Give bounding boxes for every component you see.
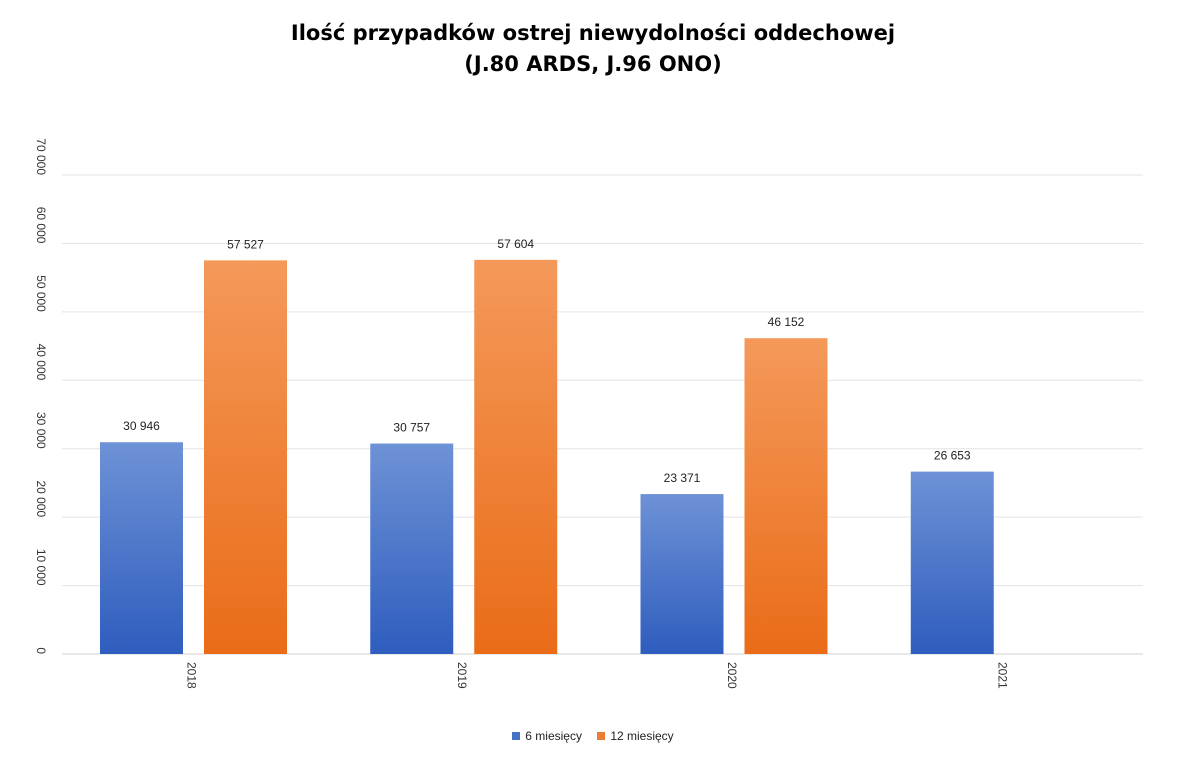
data-label: 23 371 xyxy=(664,471,701,485)
data-label: 26 653 xyxy=(934,449,971,463)
legend-swatch-orange xyxy=(597,732,606,740)
y-tick-label: 30 000 xyxy=(34,412,48,449)
data-label: 30 946 xyxy=(123,419,160,433)
x-tick-label: 2019 xyxy=(455,662,469,689)
legend-swatch-blue xyxy=(512,732,521,740)
data-label: 46 152 xyxy=(768,315,805,329)
y-tick-label: 70 000 xyxy=(34,138,48,175)
y-tick-label: 10 000 xyxy=(34,549,48,586)
legend-label-12-months: 12 miesięcy xyxy=(610,729,674,743)
y-tick-label: 20 000 xyxy=(34,480,48,517)
bar-2020-12-months xyxy=(744,338,828,654)
data-label: 30 757 xyxy=(393,421,430,435)
legend-label-6-months: 6 miesięcy xyxy=(525,729,582,743)
bar-2019-6-months xyxy=(370,443,454,654)
chart-title-line-2: (J.80 ARDS, J.96 ONO) xyxy=(464,52,722,76)
bar-2020-6-months xyxy=(640,494,724,654)
legend-item-6-months: 6 miesięcy xyxy=(512,729,582,743)
data-label: 57 604 xyxy=(497,237,534,251)
legend: 6 miesięcy 12 miesięcy xyxy=(0,729,1186,743)
x-tick-label: 2021 xyxy=(995,662,1009,689)
x-tick-label: 2018 xyxy=(185,662,199,689)
bar-2019-12-months xyxy=(474,259,558,654)
y-tick-label: 0 xyxy=(34,647,48,654)
data-label: 57 527 xyxy=(227,237,264,251)
bar-2021-6-months xyxy=(910,471,994,654)
y-tick-label: 50 000 xyxy=(34,275,48,312)
bar-2018-6-months xyxy=(100,442,183,654)
x-tick-label: 2020 xyxy=(725,662,739,689)
y-tick-label: 40 000 xyxy=(34,344,48,381)
chart-title: Ilość przypadków ostrej niewydolności od… xyxy=(0,18,1186,80)
chart-title-line-1: Ilość przypadków ostrej niewydolności od… xyxy=(290,21,896,45)
y-tick-label: 60 000 xyxy=(34,207,48,244)
bar-2018-12-months xyxy=(204,260,287,654)
legend-item-12-months: 12 miesięcy xyxy=(597,729,674,743)
